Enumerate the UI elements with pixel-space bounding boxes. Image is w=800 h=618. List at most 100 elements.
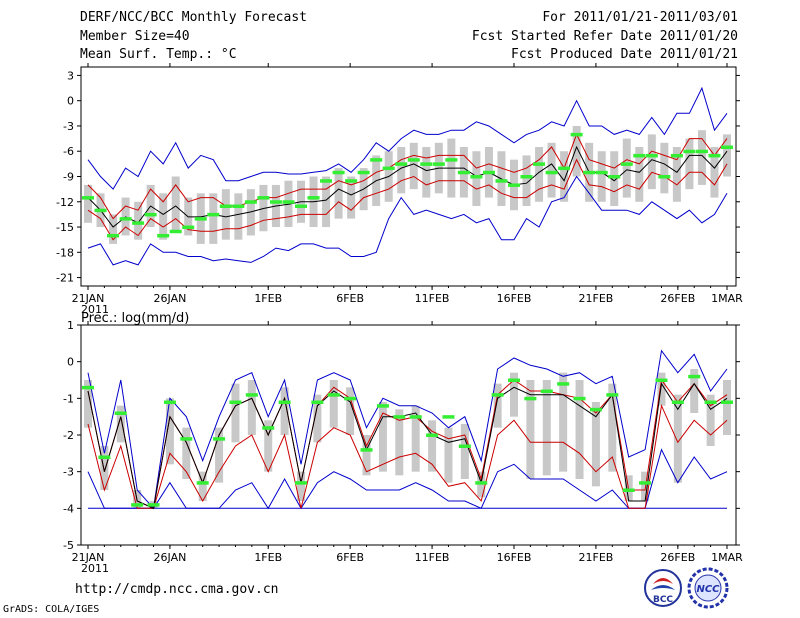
ensemble-box (635, 147, 644, 202)
ensemble-box (347, 176, 356, 219)
y-tick-label: 0 (67, 356, 74, 369)
median-marker (671, 400, 684, 404)
median-marker (620, 162, 633, 166)
median-marker (229, 400, 242, 404)
bcc-logo: BCC (644, 569, 682, 607)
median-marker (213, 437, 226, 441)
footer-url[interactable]: http://cmdp.ncc.cma.gov.cn (75, 582, 279, 597)
ensemble-box (673, 394, 682, 483)
median-marker (232, 204, 245, 208)
median-marker (147, 503, 160, 507)
ensemble-box (280, 387, 289, 435)
median-marker (307, 196, 320, 200)
median-marker (573, 396, 586, 401)
median-marker (658, 175, 671, 179)
median-marker (94, 208, 107, 213)
ncc-logo: NCC (687, 567, 729, 609)
median-marker (457, 170, 470, 175)
ensemble-box (723, 380, 731, 435)
median-marker (245, 393, 258, 397)
median-marker (420, 162, 433, 166)
ensemble-box (526, 380, 535, 479)
ensemble-box (672, 147, 681, 202)
median-marker (695, 149, 708, 154)
x-tick-label: 1FEB (254, 292, 282, 305)
ensemble-box (608, 383, 617, 472)
ensemble-box (542, 380, 551, 476)
median-marker (360, 448, 373, 452)
series-max-line (87, 86, 728, 190)
median-marker (622, 488, 635, 492)
ensemble-box (411, 405, 420, 472)
median-marker (131, 503, 144, 507)
y-tick-label: 1 (67, 319, 74, 332)
ncc-logo-text: NCC (696, 584, 720, 595)
ensemble-box (697, 130, 706, 185)
ensemble-box (247, 380, 256, 435)
median-marker (683, 149, 696, 154)
median-marker (458, 444, 471, 448)
ensemble-box (723, 134, 731, 177)
median-marker (491, 393, 504, 397)
x-tick-label: 16FEB (497, 292, 532, 305)
ensemble-box (444, 427, 453, 483)
ensemble-box (362, 435, 371, 476)
ensemble-box (547, 142, 556, 198)
median-marker (721, 145, 733, 150)
ensemble-box (397, 147, 406, 194)
median-marker (269, 200, 282, 204)
median-marker (495, 179, 508, 183)
ensemble-box (109, 214, 118, 244)
median-marker (645, 153, 658, 158)
median-marker (295, 204, 307, 208)
median-marker (282, 200, 295, 204)
median-marker (482, 170, 495, 175)
series-mean-line (87, 145, 728, 228)
y-tick-label: -1 (63, 392, 74, 405)
y-tick-label: -5 (63, 539, 74, 552)
ensemble-box (346, 387, 355, 435)
year-label: 2011 (81, 562, 109, 575)
median-marker (332, 170, 345, 175)
median-marker (344, 396, 357, 401)
ensemble-box (134, 201, 143, 240)
y-tick-label: -21 (56, 272, 74, 285)
y-tick-label: 0 (67, 95, 74, 108)
median-marker (244, 200, 257, 204)
series-mean-line (87, 382, 728, 510)
median-marker (508, 378, 520, 382)
median-marker (194, 217, 207, 221)
median-marker (445, 158, 458, 162)
x-tick-label: 16FEB (497, 551, 532, 564)
median-marker (382, 166, 395, 171)
series-max-line (87, 349, 728, 510)
median-marker (704, 400, 717, 404)
median-marker (132, 221, 145, 225)
median-marker (82, 385, 94, 390)
chart-title: DERF/NCC/BCC Monthly Forecast (80, 10, 307, 25)
ensemble-box (572, 125, 581, 177)
median-marker (606, 393, 619, 397)
median-marker (670, 153, 683, 158)
x-tick-label: 6FEB (336, 292, 364, 305)
x-tick-label: 1MAR (711, 551, 743, 564)
ensemble-box (460, 424, 469, 479)
ensemble-box (641, 471, 650, 501)
ensemble-box (322, 176, 331, 228)
ensemble-box (182, 427, 191, 479)
median-marker (558, 166, 571, 171)
median-marker (370, 158, 383, 162)
median-marker (320, 179, 333, 183)
started-date: Fcst Started Refer Date 2011/01/20 (471, 29, 738, 44)
ensemble-box (706, 394, 715, 446)
median-marker (257, 196, 270, 200)
ensemble-box (647, 134, 656, 190)
ensemble-box (100, 446, 109, 490)
median-marker (219, 204, 232, 208)
forecast-period: For 2011/01/21-2011/03/01 (542, 10, 738, 25)
ensemble-box (234, 193, 243, 240)
ensemble-box (378, 402, 387, 472)
median-marker (540, 389, 553, 393)
y-tick-label: -4 (63, 502, 74, 515)
